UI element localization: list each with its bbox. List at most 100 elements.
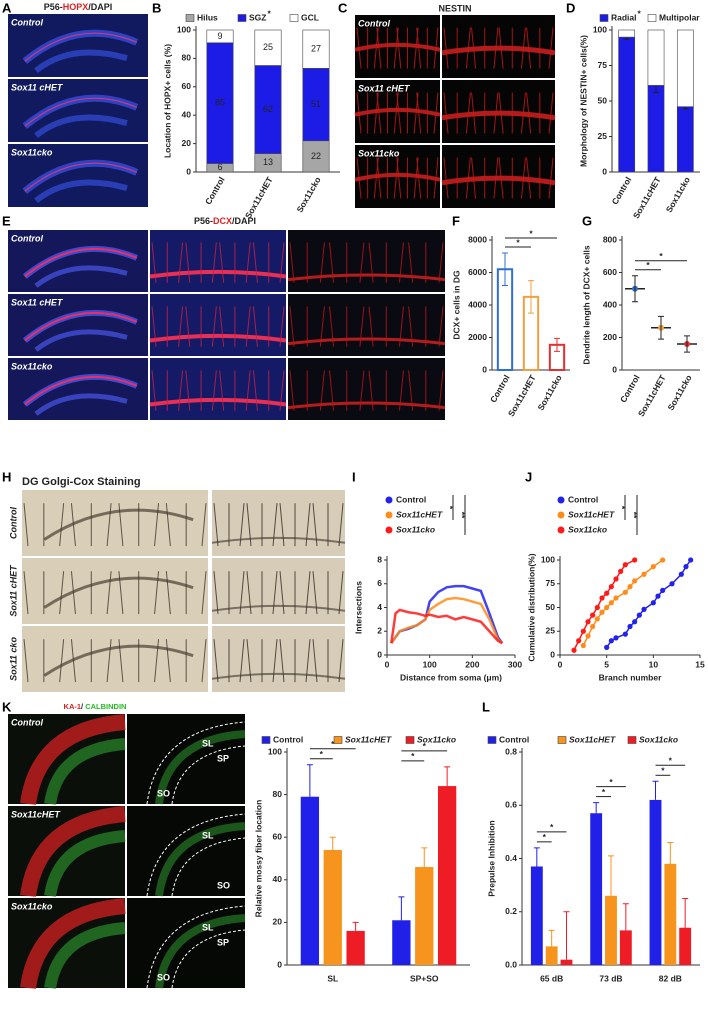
point — [599, 609, 605, 615]
legend-label: Sox11cHET — [396, 509, 443, 519]
error-bar — [444, 766, 451, 787]
micrograph-structure — [34, 179, 128, 204]
y-tick-label: 80 — [273, 789, 283, 799]
legend-label: Sox11cHET — [569, 734, 616, 744]
y-tick-label: 8000 — [468, 234, 487, 244]
legend-label: GCL — [301, 12, 319, 22]
bar — [619, 930, 632, 965]
micrograph-structure — [211, 536, 346, 544]
panel-letter: I — [352, 469, 356, 484]
value-label: 25 — [263, 42, 273, 52]
series-line — [573, 559, 636, 651]
y-tick-label: 0.6 — [505, 800, 517, 810]
panel-letter: K — [2, 699, 12, 714]
y-tick-label: 20 — [182, 138, 192, 148]
micrograph — [8, 358, 148, 420]
micrograph — [22, 558, 208, 624]
y-tick-label: 200 — [603, 332, 617, 342]
x-tick-label: 200 — [465, 659, 479, 669]
title-part: DCX — [213, 216, 232, 226]
point — [622, 562, 628, 568]
y-axis-label: Prepulse Inhibition — [486, 820, 496, 897]
x-tick-label: Control — [203, 175, 227, 206]
panel-letter: B — [152, 0, 161, 15]
micrograph-structure — [149, 269, 287, 279]
bar-segment — [254, 29, 282, 66]
legend-label: Hilus — [197, 12, 218, 22]
bar — [649, 799, 662, 965]
significance-label: * — [659, 251, 663, 261]
micrograph-structure — [44, 830, 126, 898]
micrograph-structure — [289, 242, 444, 283]
micrograph-structure — [146, 721, 246, 805]
value-label: 62 — [263, 104, 273, 114]
point — [622, 631, 628, 637]
row-label: Control — [8, 507, 18, 539]
row-label: Control — [358, 18, 390, 28]
bar-segment — [206, 42, 234, 164]
micrograph-structure — [441, 45, 556, 56]
legend-label: Sox11cko — [396, 524, 435, 534]
micrograph-structure — [151, 370, 285, 411]
x-tick-label: Sox11cHET — [243, 174, 275, 220]
point — [604, 644, 610, 651]
point — [608, 600, 614, 606]
legend-label: Control — [273, 734, 303, 744]
micrograph — [8, 144, 148, 207]
significance-label: * — [331, 739, 335, 749]
title-part: HOPX — [63, 2, 89, 12]
bar — [664, 863, 677, 965]
micrograph — [22, 490, 208, 556]
point — [655, 593, 661, 599]
bar-segment — [676, 29, 694, 107]
y-tick-label: 0 — [602, 166, 607, 176]
micrograph-structure — [287, 401, 446, 410]
point — [618, 568, 624, 575]
row-label: Sox11 cHET — [11, 82, 64, 92]
panel-letter: E — [2, 213, 11, 228]
micrograph-structure — [354, 107, 441, 117]
x-tick-label: 0 — [558, 659, 563, 669]
micrograph-structure — [151, 306, 285, 347]
point — [585, 633, 591, 639]
y-tick-label: 100 — [177, 24, 191, 34]
bar-segment — [302, 140, 330, 173]
y-tick-label: 0 — [550, 649, 555, 659]
point — [613, 595, 619, 601]
y-tick-label: 400 — [603, 299, 617, 309]
micrograph-structure — [34, 114, 128, 139]
bar — [415, 867, 434, 965]
legend-label: Sox11cHET — [568, 509, 615, 519]
bar — [300, 796, 320, 965]
point — [627, 584, 633, 590]
legend-swatch — [627, 736, 637, 744]
micrograph-structure — [20, 806, 126, 898]
error-bar — [554, 337, 560, 352]
significance-label: * — [423, 741, 427, 751]
y-tick-label: 40 — [273, 874, 283, 884]
error-bar — [502, 252, 508, 286]
micrograph-structure — [213, 571, 344, 615]
bar-segment — [618, 36, 636, 173]
micrograph-structure — [356, 157, 439, 199]
title-part: /DAPI — [88, 2, 112, 12]
value-label: 27 — [311, 44, 321, 54]
row-label: Sox11 cko — [8, 637, 18, 681]
error-bar — [682, 897, 689, 928]
micrograph-structure — [155, 914, 246, 989]
y-tick-label: 100 — [593, 24, 607, 34]
point — [660, 557, 666, 563]
x-tick-label: Sox11cko — [294, 175, 322, 214]
y-tick-label: 75 — [598, 60, 608, 70]
row-label: Sox11 cHET — [358, 83, 411, 93]
bar — [346, 930, 365, 965]
y-tick-label: 2 — [377, 626, 382, 636]
point — [660, 587, 666, 594]
row-label: Sox11cHET — [11, 809, 61, 819]
title-part: /DAPI — [232, 216, 256, 226]
significance-label: * — [445, 506, 455, 510]
panel-letter: L — [482, 699, 490, 714]
x-tick-label: Sox11cko — [665, 373, 693, 412]
series-line — [390, 608, 503, 645]
